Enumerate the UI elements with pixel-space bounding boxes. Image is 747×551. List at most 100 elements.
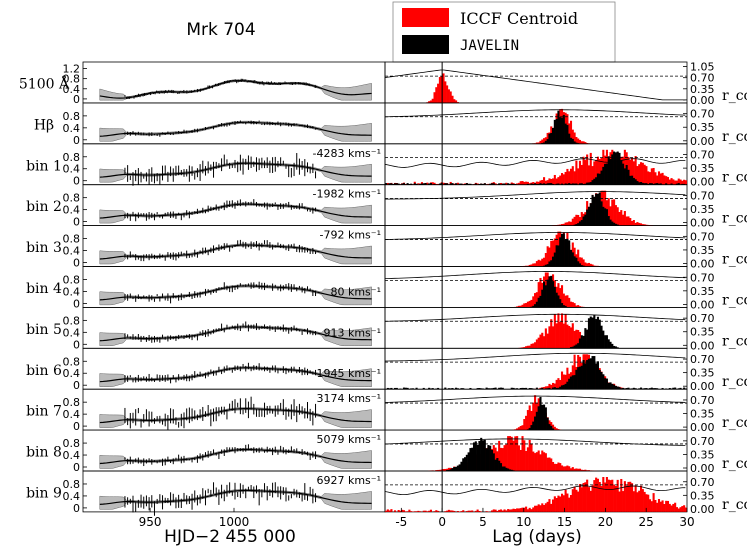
- iccf-bar: [532, 263, 535, 267]
- iccf-bar: [433, 182, 436, 185]
- iccf-bar: [530, 443, 533, 471]
- iccf-bar: [593, 161, 596, 185]
- iccf-bar: [555, 498, 558, 512]
- rcc-tick-label: 0.70: [690, 108, 715, 121]
- rcc-axis-label: r_cc: [722, 88, 747, 104]
- javelin-bar: [528, 388, 531, 390]
- left-ytick-label: 1.2: [63, 63, 81, 76]
- iccf-bar: [544, 253, 547, 267]
- javelin-bar: [393, 183, 397, 185]
- iccf-bar: [577, 214, 580, 226]
- iccf-bar: [551, 424, 555, 431]
- iccf-bar: [575, 137, 578, 144]
- iccf-bar: [422, 510, 425, 512]
- iccf-bar: [516, 306, 519, 308]
- iccf-bar: [543, 504, 546, 512]
- iccf-bar: [591, 166, 594, 185]
- iccf-bar: [528, 183, 531, 185]
- left-ytick-label: 0.4: [63, 163, 81, 176]
- row-label: Hβ: [34, 117, 54, 133]
- javelin-bar: [670, 183, 673, 185]
- javelin-bar: [548, 387, 551, 390]
- lightcurve-data: [124, 321, 317, 343]
- iccf-bar: [654, 499, 657, 512]
- javelin-bar: [444, 387, 447, 390]
- left-ytick-label: 0.8: [63, 192, 81, 205]
- javelin-bar: [503, 466, 506, 471]
- javelin-bar: [543, 265, 546, 267]
- iccf-bar: [541, 258, 544, 267]
- lag-histograms: [385, 69, 686, 103]
- lag-histograms: [385, 477, 687, 512]
- iccf-bar: [677, 508, 680, 512]
- javelin-bar: [648, 388, 652, 390]
- javelin-bar: [546, 279, 549, 308]
- velocity-label: 5079 kms⁻¹: [316, 433, 381, 446]
- row-label: bin 4: [26, 281, 62, 297]
- iccf-bar: [426, 511, 429, 512]
- iccf-bar: [656, 175, 659, 185]
- iccf-bar: [465, 511, 468, 512]
- iccf-bar: [544, 453, 547, 471]
- iccf-bar: [679, 179, 682, 185]
- iccf-bar: [530, 509, 533, 512]
- javelin-bar: [428, 387, 431, 390]
- iccf-bar: [534, 342, 537, 349]
- iccf-bar: [571, 218, 574, 226]
- javelin-bar: [512, 183, 515, 185]
- iccf-bar: [499, 182, 503, 185]
- javelin-bar: [446, 470, 449, 471]
- rcc-axis-label: r_cc: [722, 129, 747, 145]
- right-xtick-label: -5: [395, 515, 407, 529]
- iccf-bar: [544, 328, 547, 349]
- left-ytick-label: 0.8: [63, 151, 81, 164]
- iccf-bar: [428, 101, 431, 103]
- javelin-bar: [555, 118, 558, 144]
- iccf-bar: [562, 174, 565, 185]
- javelin-bar: [639, 181, 643, 185]
- javelin-bar: [530, 425, 533, 431]
- iccf-bar: [548, 457, 551, 471]
- iccf-bar: [437, 510, 440, 512]
- model-curve: [99, 162, 372, 178]
- iccf-bar: [514, 429, 517, 431]
- javelin-bar: [598, 192, 601, 226]
- javelin-bar: [532, 305, 535, 308]
- iccf-bar: [550, 458, 553, 471]
- left-ytick-label: 0.8: [63, 73, 81, 86]
- right-xtick-label: 15: [557, 515, 572, 529]
- iccf-bar: [632, 161, 635, 185]
- javelin-bar: [643, 388, 646, 390]
- left-ytick-label: 0: [73, 338, 80, 351]
- iccf-bar: [661, 172, 664, 185]
- iccf-bar: [568, 123, 571, 144]
- javelin-bar: [571, 375, 574, 390]
- javelin-bar: [544, 140, 547, 144]
- iccf-bar: [528, 264, 531, 267]
- iccf-bar: [584, 482, 587, 512]
- iccf-bar: [569, 120, 573, 144]
- iccf-bar: [555, 428, 558, 431]
- javelin-bar: [550, 132, 553, 144]
- model-curve: [99, 203, 372, 219]
- javelin-bar: [447, 469, 450, 471]
- javelin-bar: [455, 387, 458, 390]
- javelin-bar: [507, 468, 510, 471]
- legend-swatch-javelin: [402, 35, 449, 54]
- javelin-bar: [578, 263, 582, 267]
- javelin-bar: [652, 388, 655, 390]
- iccf-bar: [428, 510, 431, 512]
- iccf-bar: [525, 415, 528, 431]
- iccf-bar: [517, 445, 520, 471]
- javelin-bar: [600, 170, 603, 185]
- javelin-bar: [557, 110, 560, 144]
- iccf-bar: [526, 345, 529, 349]
- javelin-bar: [535, 411, 538, 431]
- iccf-bar: [589, 152, 592, 185]
- javelin-bar: [616, 386, 619, 390]
- javelin-bar: [543, 281, 546, 308]
- javelin-bar: [498, 183, 501, 185]
- javelin-bar: [510, 183, 513, 185]
- javelin-bar: [503, 183, 506, 185]
- rcc-tick-label: 0.70: [690, 312, 715, 325]
